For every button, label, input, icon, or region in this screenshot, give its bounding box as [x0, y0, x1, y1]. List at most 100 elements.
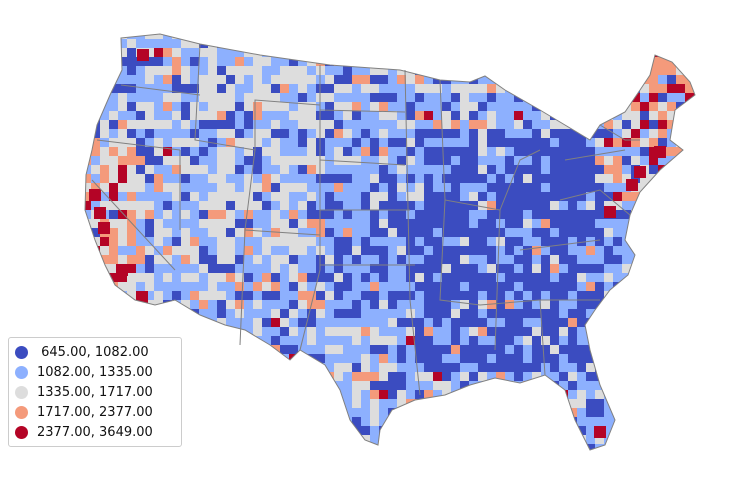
- county-region: [307, 273, 317, 283]
- county-region: [217, 219, 227, 229]
- county-region: [280, 156, 290, 166]
- county-region: [397, 435, 407, 445]
- county-region: [442, 192, 452, 202]
- county-region: [667, 309, 677, 319]
- county-region: [190, 255, 200, 265]
- county-region: [541, 174, 551, 184]
- county-region: [118, 246, 128, 256]
- county-region: [514, 435, 524, 445]
- county-region: [307, 309, 317, 319]
- county-region: [541, 183, 551, 193]
- county-region: [541, 210, 551, 220]
- county-region: [532, 129, 542, 139]
- county-region: [181, 381, 191, 391]
- county-region: [469, 264, 479, 274]
- county-region: [325, 237, 335, 247]
- county-region: [307, 264, 317, 274]
- county-region: [604, 165, 614, 175]
- county-region: [244, 300, 254, 310]
- county-region: [325, 147, 335, 157]
- county-region: [298, 39, 308, 49]
- county-region: [361, 75, 371, 85]
- county-region: [343, 255, 353, 265]
- county-region: [667, 201, 677, 211]
- county-region: [532, 300, 542, 310]
- county-region: [577, 273, 587, 283]
- county-region: [406, 363, 416, 373]
- county-region: [262, 210, 272, 220]
- county-region: [694, 363, 695, 373]
- county-region: [685, 147, 695, 157]
- county-region: [631, 426, 641, 436]
- county-region: [307, 408, 317, 418]
- county-region: [577, 264, 587, 274]
- county-region: [352, 147, 362, 157]
- county-region: [280, 183, 290, 193]
- county-region: [352, 201, 362, 211]
- county-region: [667, 174, 677, 184]
- county-region: [406, 165, 416, 175]
- county-region: [514, 138, 524, 148]
- county-region: [181, 291, 191, 301]
- county-region: [325, 363, 335, 373]
- county-region: [253, 183, 263, 193]
- county-region: [442, 282, 452, 292]
- county-region: [433, 327, 443, 337]
- county-region: [208, 417, 218, 427]
- county-region: [262, 138, 272, 148]
- county-region: [154, 93, 164, 103]
- county-region: [163, 84, 173, 94]
- county-region: [298, 282, 308, 292]
- county-region: [505, 336, 515, 346]
- county-region: [577, 408, 587, 418]
- county-region: [496, 165, 506, 175]
- county-region: [424, 255, 434, 265]
- county-region: [325, 345, 335, 355]
- county-region: [136, 34, 146, 40]
- county-region: [559, 264, 569, 274]
- county-region: [154, 57, 164, 67]
- county-region: [244, 156, 254, 166]
- county-region: [226, 282, 236, 292]
- county-region: [262, 147, 272, 157]
- county-region: [541, 444, 551, 450]
- county-region: [424, 264, 434, 274]
- county-region: [244, 354, 254, 364]
- county-region: [172, 453, 182, 463]
- county-region: [325, 246, 335, 256]
- county-region: [442, 201, 452, 211]
- county-region: [532, 183, 542, 193]
- county-region: [289, 273, 299, 283]
- county-region: [235, 426, 245, 436]
- county-region: [613, 354, 623, 364]
- county-region: [415, 381, 425, 391]
- county-region: [316, 192, 326, 202]
- county-region: [208, 291, 218, 301]
- county-region: [379, 39, 389, 49]
- county-region: [685, 381, 695, 391]
- county-region: [496, 156, 506, 166]
- county-region: [397, 453, 407, 463]
- county-region: [307, 201, 317, 211]
- county-region: [640, 327, 650, 337]
- county-region: [262, 390, 272, 400]
- county-region: [613, 165, 623, 175]
- county-region: [640, 282, 650, 292]
- county-region: [181, 75, 191, 85]
- county-region: [370, 336, 380, 346]
- county-region: [217, 300, 227, 310]
- county-region: [685, 354, 695, 364]
- county-region: [694, 111, 695, 121]
- county-region: [541, 300, 551, 310]
- county-region: [406, 435, 416, 445]
- county-region: [631, 129, 641, 139]
- county-region: [343, 66, 353, 76]
- county-region: [109, 291, 119, 301]
- county-region: [514, 390, 524, 400]
- county-region: [514, 102, 524, 112]
- county-region: [550, 363, 560, 373]
- county-region: [622, 219, 632, 229]
- county-region: [298, 138, 308, 148]
- county-region: [217, 120, 227, 130]
- county-region: [85, 201, 92, 211]
